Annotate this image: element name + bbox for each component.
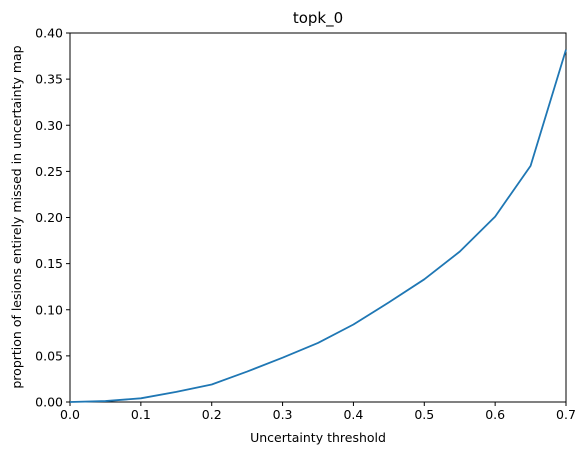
y-axis-ticks: 0.00 0.05 0.10 0.15 0.20 0.25 0.30 0.35 0.40 [35,26,70,410]
y-axis-label: proprtion of lesions entirely missed in … [9,45,24,388]
y-tick-label: 0.05 [35,348,63,363]
y-tick-label: 0.20 [35,210,63,225]
plot-frame [69,32,567,403]
series-layer [69,49,567,403]
x-axis-ticks: 0.0 0.1 0.2 0.3 0.4 0.5 0.6 0.7 [60,402,576,422]
series-line-0 [69,49,567,403]
y-tick-label: 0.00 [35,395,63,410]
x-tick-label: 0.2 [202,407,222,422]
x-tick-label: 0.1 [131,407,151,422]
x-tick-label: 0.4 [343,407,363,422]
y-tick-label: 0.25 [35,164,63,179]
y-tick-label: 0.15 [35,256,63,271]
y-tick-label: 0.40 [35,26,63,41]
y-tick-label: 0.10 [35,302,63,317]
x-tick-label: 0.7 [556,407,576,422]
y-tick-label: 0.35 [35,72,63,87]
chart-title: topk_0 [293,9,343,28]
x-tick-label: 0.5 [414,407,434,422]
x-tick-label: 0.3 [273,407,293,422]
plot-area [69,32,567,403]
x-tick-label: 0.0 [60,407,80,422]
y-tick-label: 0.30 [35,118,63,133]
x-tick-label: 0.6 [485,407,505,422]
x-axis-label: Uncertainty threshold [250,430,386,445]
